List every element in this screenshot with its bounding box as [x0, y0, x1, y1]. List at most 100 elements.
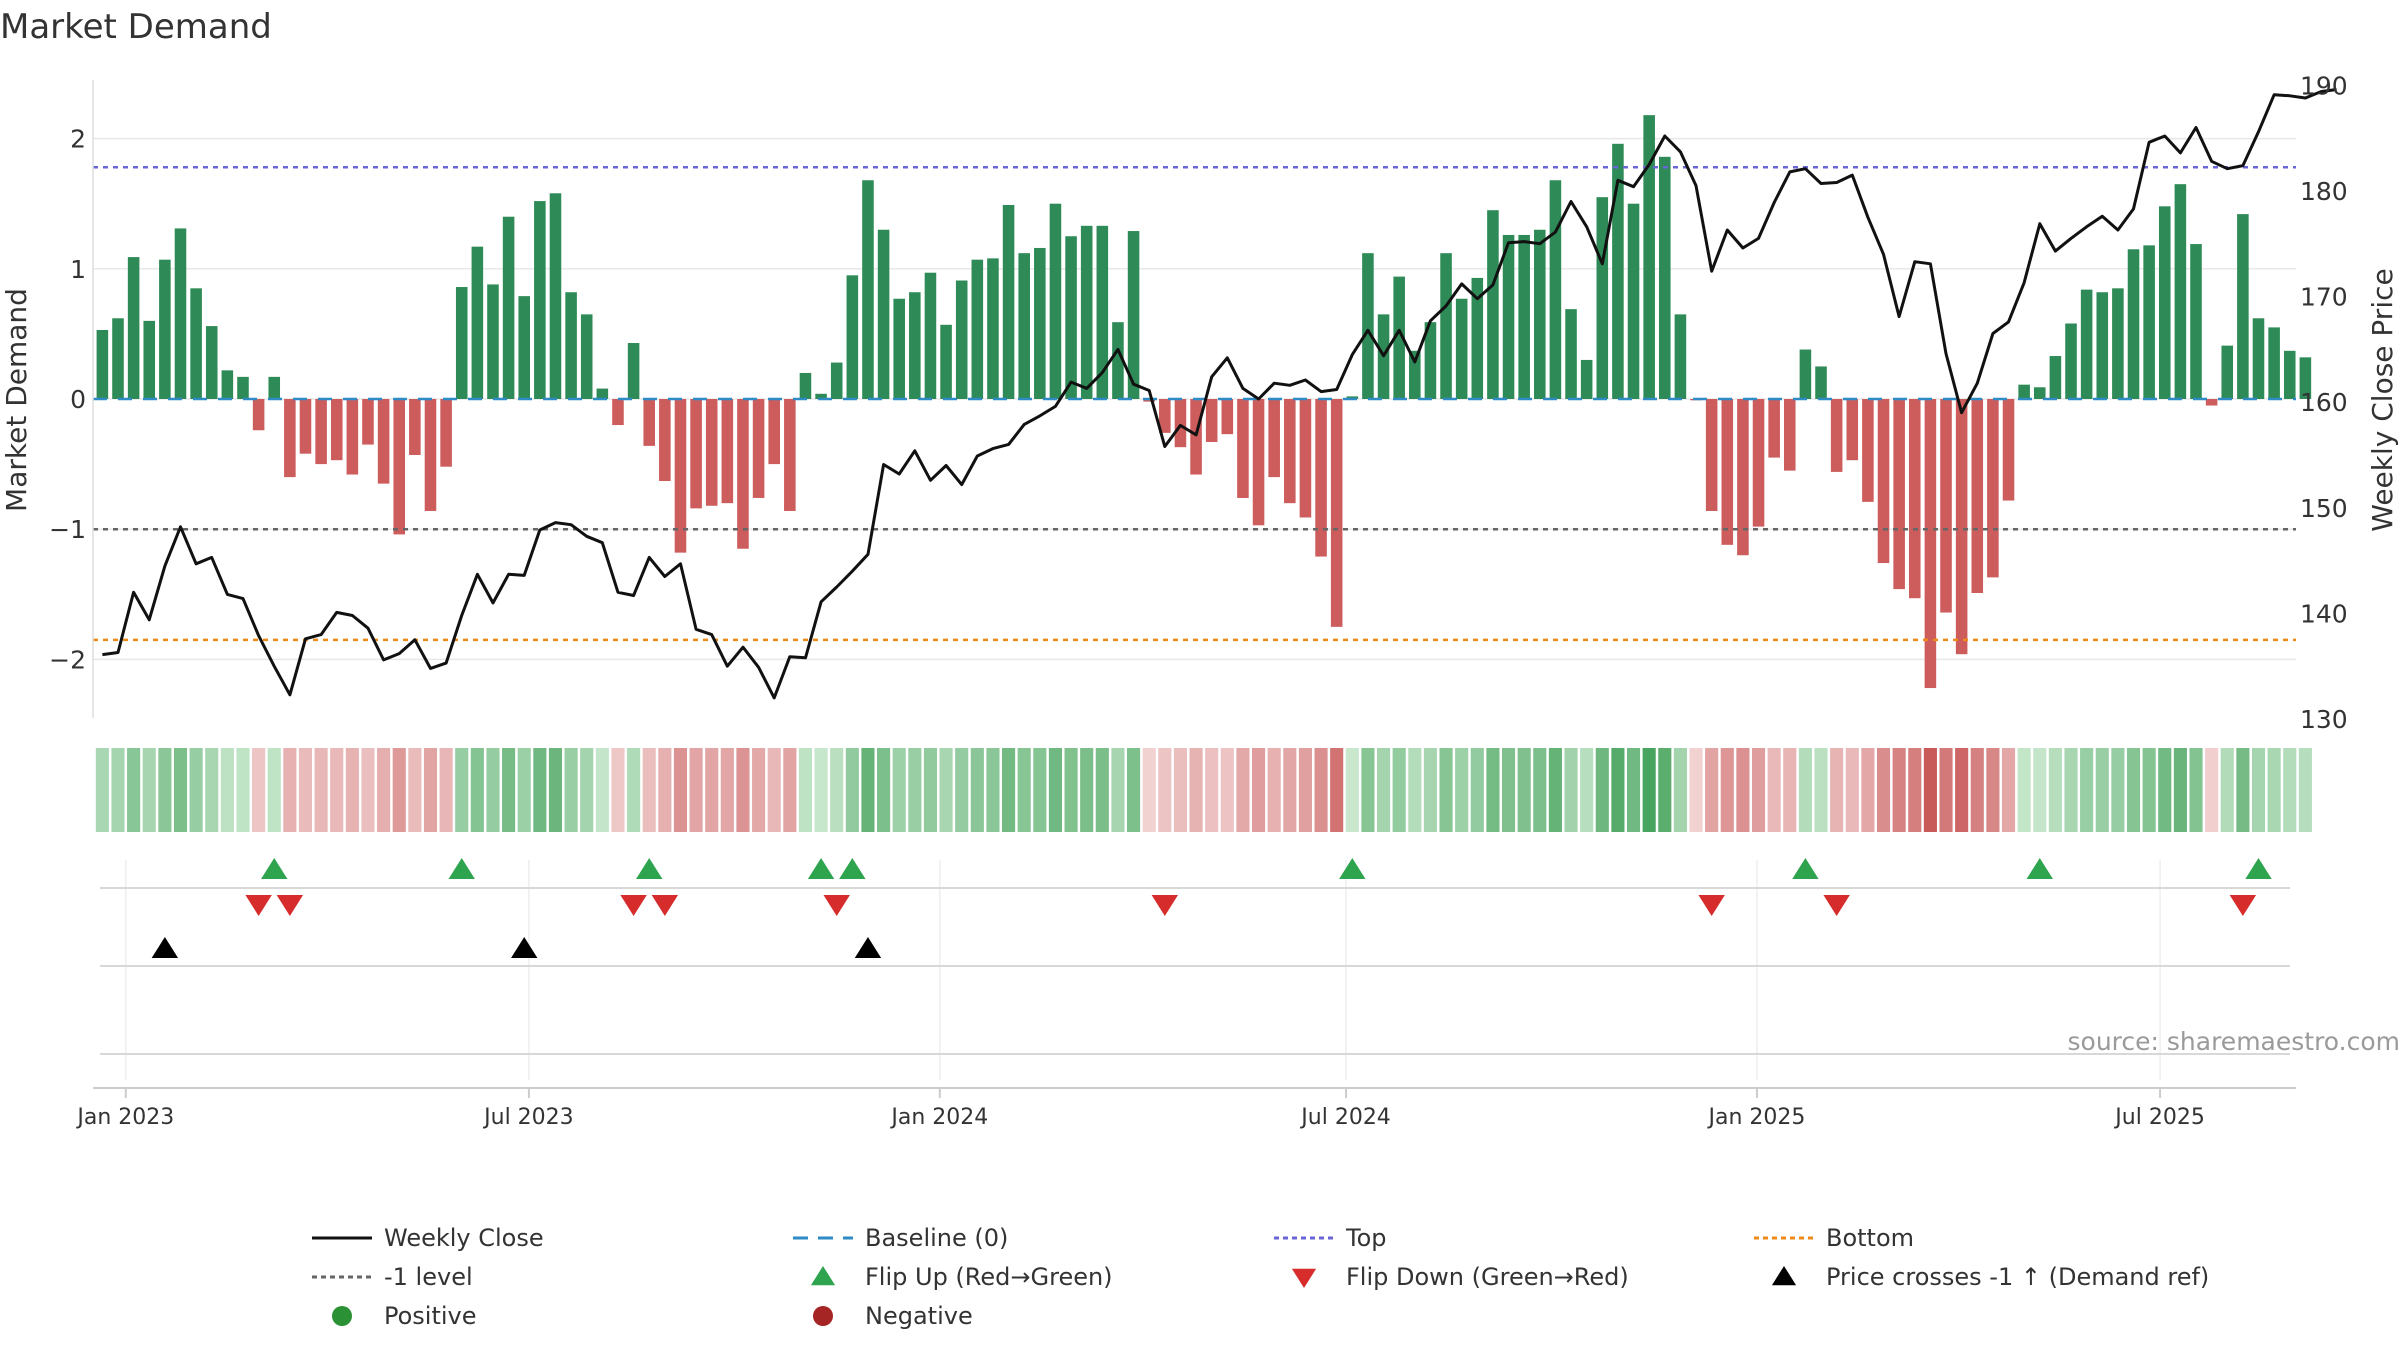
- heat-cell: [830, 748, 844, 832]
- positive-bar: [159, 259, 171, 399]
- reference-lines: [93, 165, 2296, 642]
- negative-bar: [1159, 399, 1171, 433]
- signal-markers: [151, 858, 2272, 958]
- heat-cell: [1330, 748, 1344, 832]
- negative-bar: [1237, 399, 1249, 498]
- price-cross-marker: [151, 937, 179, 958]
- negative-bar: [2002, 399, 2015, 501]
- heat-cell: [1376, 748, 1391, 832]
- heat-cell: [1736, 748, 1750, 832]
- positive-bar: [2299, 357, 2312, 399]
- heat-cell: [158, 748, 172, 832]
- positive-bar: [799, 372, 812, 399]
- heat-cell: [1345, 748, 1359, 832]
- heat-cell: [1455, 748, 1469, 832]
- x-tick-label: Jul 2024: [1299, 1105, 1391, 1130]
- heat-cell: [1673, 748, 1687, 832]
- heat-cell: [1611, 748, 1625, 832]
- flip-down-marker: [1823, 895, 1850, 916]
- heat-cell: [752, 748, 766, 832]
- heat-cell: [1486, 748, 1500, 832]
- heat-cell: [548, 748, 563, 832]
- heat-cell: [627, 748, 641, 832]
- heat-cell: [1892, 748, 1906, 832]
- legend-item: -1 level: [312, 1263, 473, 1291]
- negative-bar: [1737, 399, 1749, 556]
- heat-cell: [580, 748, 594, 832]
- heat-cell: [1408, 748, 1422, 832]
- positive-bar: [1565, 309, 1577, 399]
- legend-item: Flip Up (Red→Green): [810, 1263, 1113, 1291]
- legend-item: Negative: [813, 1302, 973, 1330]
- negative-bar: [690, 399, 702, 509]
- heat-cell: [877, 748, 891, 832]
- heat-cell: [142, 748, 156, 832]
- positive-bar: [971, 259, 984, 399]
- positive-bar: [2065, 323, 2077, 399]
- heat-cell: [1767, 748, 1781, 832]
- positive-bar: [549, 193, 562, 399]
- positive-bar: [1346, 396, 1359, 399]
- negative-bar: [1190, 399, 1202, 475]
- heat-cell: [1470, 748, 1484, 832]
- legend-swatch-tri-up: [810, 1266, 836, 1286]
- heat-cell: [1845, 748, 1859, 832]
- heat-cell: [1111, 748, 1125, 832]
- heat-cell: [1564, 748, 1578, 832]
- heat-cell: [892, 748, 906, 832]
- heat-cell: [1002, 748, 1016, 832]
- positive-bar: [1502, 234, 1515, 399]
- positive-bar: [1518, 234, 1530, 399]
- weekly-close-line: [102, 88, 2337, 700]
- positive-bar: [534, 201, 546, 399]
- negative-bar: [1299, 399, 1312, 518]
- positive-bar: [2268, 327, 2280, 399]
- negative-bar: [612, 399, 624, 426]
- heat-cell: [2001, 748, 2016, 832]
- heat-cell: [236, 748, 250, 832]
- flip-up-marker: [2245, 858, 2272, 879]
- positive-bar: [1487, 210, 1499, 399]
- positive-bar: [1596, 197, 1609, 399]
- heat-cell: [127, 748, 141, 832]
- left-tick-label: 1: [70, 255, 86, 284]
- positive-bar: [205, 326, 218, 399]
- heat-cell: [1580, 748, 1594, 832]
- axes-layer: 2 1 0 −1 −2 190 180 170 160 150 140 130 Jan 2023 Jul …: [49, 71, 2348, 1130]
- heat-cell: [1751, 748, 1766, 832]
- positive-bar: [190, 288, 202, 399]
- negative-bar: [674, 399, 687, 553]
- positive-bar: [877, 229, 890, 399]
- heat-cell: [1642, 748, 1656, 832]
- heat-cell: [267, 748, 281, 832]
- positive-bar: [955, 280, 968, 399]
- positive-bar: [1112, 322, 1124, 399]
- negative-bar: [299, 399, 312, 454]
- positive-bar: [112, 318, 124, 399]
- heat-cell: [2298, 748, 2312, 832]
- negative-bar: [1783, 399, 1796, 471]
- heat-cell: [1173, 748, 1188, 832]
- legend-label: Top: [1345, 1224, 1387, 1252]
- price-cross-marker: [511, 937, 538, 958]
- left-tick-label: −1: [49, 515, 86, 544]
- flip-up-marker: [807, 858, 835, 879]
- positive-bar: [1674, 314, 1687, 399]
- positive-bar: [487, 284, 499, 399]
- right-tick-label: 170: [2300, 283, 2348, 312]
- heat-cell: [1658, 748, 1672, 832]
- positive-bar: [1440, 253, 1452, 399]
- heat-cell: [611, 748, 625, 832]
- heat-cell: [1158, 748, 1172, 832]
- legend-item: Weekly Close: [312, 1224, 544, 1252]
- heat-cell: [1298, 748, 1312, 832]
- positive-bar: [1034, 247, 1046, 399]
- heat-cell: [2267, 748, 2281, 832]
- heat-cell: [1814, 748, 1828, 832]
- heat-cell: [1986, 748, 2000, 832]
- heat-cell: [955, 748, 969, 832]
- positive-bar: [1799, 349, 1812, 399]
- negative-bar: [252, 399, 265, 431]
- positive-bar: [830, 362, 843, 399]
- heat-cell: [220, 748, 234, 832]
